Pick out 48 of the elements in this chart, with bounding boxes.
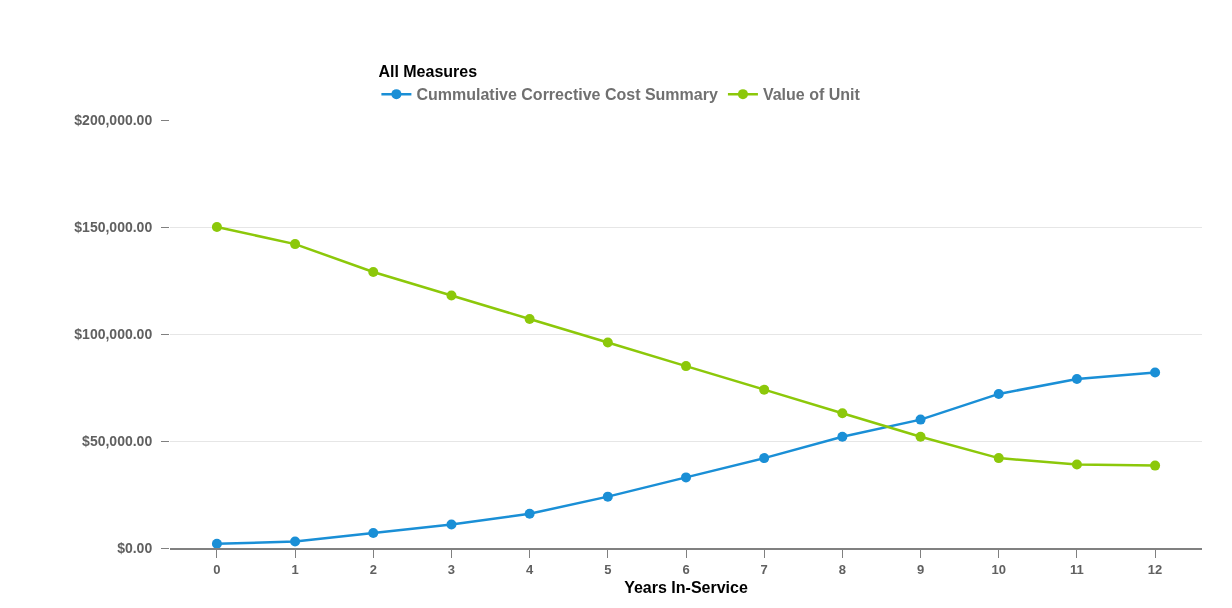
point: [290, 239, 301, 250]
point: [837, 408, 848, 419]
legend-label: Value of Unit: [762, 86, 861, 104]
point: [993, 388, 1004, 399]
x-tick-label: 8: [838, 561, 846, 577]
x-tick-label: 11: [1070, 561, 1084, 577]
y-tick-label: $200,000.00: [74, 111, 153, 128]
point: [211, 538, 222, 548]
point: [524, 314, 535, 325]
x-tick-label: 5: [604, 561, 612, 577]
point: [602, 337, 613, 348]
legend-label: Cummulative Corrective Cost Summary: [416, 86, 718, 104]
point: [1071, 459, 1082, 470]
point: [211, 222, 222, 232]
x-tick-label: 12: [1147, 561, 1163, 577]
point: [1071, 373, 1082, 384]
point: [446, 290, 457, 301]
point: [915, 431, 926, 442]
point: [681, 361, 691, 372]
y-tick-label: $50,000.00: [82, 432, 153, 449]
x-tick-label: 2: [369, 561, 377, 577]
x-tick-label: 7: [760, 561, 768, 577]
y-tick-label: $100,000.00: [74, 325, 153, 342]
y-tick-label: $0.00: [117, 539, 153, 556]
point: [368, 266, 379, 277]
point: [759, 453, 770, 464]
point: [290, 536, 301, 547]
x-tick-label: 6: [682, 561, 690, 577]
point: [602, 491, 613, 502]
point: [681, 472, 691, 483]
point: [1150, 367, 1161, 378]
x-tick-label: 4: [526, 561, 535, 577]
point: [524, 508, 535, 519]
point: [837, 431, 848, 442]
point: [915, 414, 926, 425]
point: [1150, 460, 1161, 471]
legend-title: All Measures: [378, 63, 478, 81]
point: [446, 519, 457, 530]
point: [759, 384, 770, 395]
point: [993, 453, 1004, 464]
x-tick-label: 9: [916, 561, 925, 577]
x-axis-title: Years In-Service: [624, 578, 748, 596]
x-tick-label: 3: [447, 561, 456, 577]
y-tick-label: $150,000.00: [74, 218, 153, 235]
x-tick-label: 0: [213, 561, 221, 577]
point: [368, 528, 379, 539]
x-tick-label: 10: [991, 561, 1006, 577]
x-tick-label: 1: [291, 561, 299, 577]
